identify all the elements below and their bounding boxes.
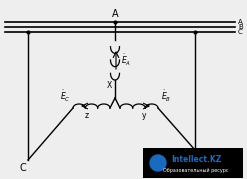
Text: y: y [142,110,146,120]
Text: C: C [20,163,26,173]
Text: A: A [112,9,118,19]
Text: C: C [238,29,243,35]
Text: $\dot{E}_C$: $\dot{E}_C$ [60,88,70,104]
Text: Образовательный ресурс: Образовательный ресурс [163,167,229,173]
FancyBboxPatch shape [143,148,243,178]
Text: B: B [238,24,243,30]
Text: Intellect.KZ: Intellect.KZ [171,156,221,165]
Text: $\dot{E}_B$: $\dot{E}_B$ [161,88,171,104]
Circle shape [150,155,166,171]
Text: $\dot{E}_A$: $\dot{E}_A$ [121,52,131,68]
Text: X: X [106,81,112,90]
Text: z: z [84,110,89,120]
Text: A: A [238,19,243,25]
